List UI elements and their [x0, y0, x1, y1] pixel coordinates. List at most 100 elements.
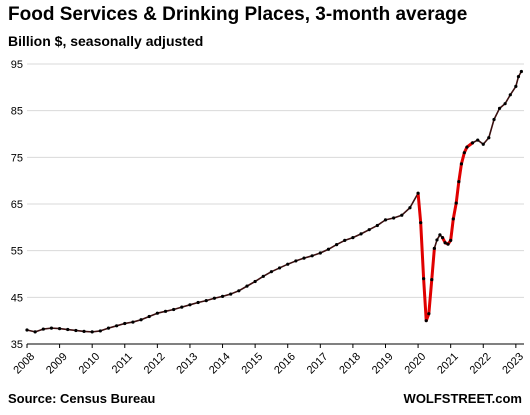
x-tick-label: 2017: [305, 351, 331, 377]
data-point: [392, 216, 396, 220]
data-point: [335, 243, 339, 247]
data-point: [516, 75, 521, 79]
data-point: [237, 289, 241, 293]
data-point: [481, 142, 485, 146]
data-point: [172, 307, 176, 312]
y-tick-label: 65: [11, 199, 23, 211]
data-point: [446, 242, 450, 246]
data-point: [462, 151, 466, 155]
data-point: [261, 274, 265, 278]
data-point: [41, 327, 45, 331]
data-point: [115, 324, 119, 328]
data-point: [430, 278, 434, 282]
data-point: [294, 259, 298, 263]
data-point: [449, 238, 453, 242]
data-point: [90, 330, 94, 334]
data-point: [408, 206, 412, 210]
data-point: [277, 266, 282, 270]
data-point: [302, 256, 306, 260]
data-point: [351, 236, 355, 240]
y-tick-label: 85: [11, 106, 23, 118]
data-point: [422, 277, 426, 281]
series-line-highlight: [416, 191, 436, 323]
y-tick-label: 75: [11, 152, 23, 164]
y-tick-label: 35: [11, 339, 23, 351]
y-tick-labels: 35 45 55 65 75 85 95: [11, 59, 23, 351]
x-tick-label: 2013: [174, 351, 200, 377]
data-point: [49, 326, 54, 330]
data-point: [419, 221, 423, 225]
chart-subtitle: Billion $, seasonally adjusted: [8, 33, 204, 49]
data-point: [229, 292, 233, 296]
data-point: [454, 201, 458, 205]
data-point: [155, 311, 159, 315]
data-point: [310, 254, 314, 258]
data-point: [457, 180, 461, 184]
data-point: [57, 327, 62, 331]
data-point: [459, 162, 464, 166]
x-tick-label: 2011: [110, 351, 135, 376]
data-point: [400, 213, 404, 217]
gridlines: [27, 63, 524, 298]
x-tick-label: 2021: [435, 351, 461, 377]
data-point: [326, 247, 331, 251]
data-point: [163, 309, 168, 313]
data-point: [432, 246, 436, 250]
data-point: [503, 102, 507, 106]
x-tick-label: 2009: [44, 351, 70, 377]
data-point: [180, 305, 184, 309]
data-point: [106, 326, 111, 330]
x-tick-label: 2023: [500, 351, 526, 377]
data-point: [204, 299, 208, 303]
data-point: [438, 233, 442, 237]
x-tick-label: 2016: [272, 351, 298, 377]
y-tick-label: 95: [11, 59, 23, 71]
x-tick-label: 2015: [240, 351, 266, 377]
data-point: [131, 320, 135, 324]
y-tick-label: 45: [11, 292, 23, 304]
data-point: [497, 106, 502, 110]
x-tick-label: 2008: [11, 351, 37, 377]
data-point: [147, 314, 151, 319]
data-point: [82, 329, 86, 333]
data-point: [427, 312, 431, 316]
y-tick-label: 55: [11, 246, 23, 258]
x-tick-label: 2010: [77, 351, 103, 377]
data-point: [220, 294, 225, 298]
x-tick-label: 2014: [207, 351, 233, 377]
data-point: [367, 228, 371, 232]
data-point: [416, 191, 420, 195]
data-point: [98, 329, 102, 333]
data-point: [424, 319, 428, 323]
data-point: [269, 270, 274, 274]
data-point: [139, 318, 143, 322]
data-point: [33, 330, 37, 334]
series-markers: [25, 69, 523, 334]
data-point: [286, 262, 290, 266]
data-point: [25, 328, 29, 332]
data-point: [470, 141, 475, 145]
data-point: [440, 236, 445, 240]
data-point: [508, 93, 512, 97]
data-point: [188, 303, 192, 307]
data-point: [245, 284, 249, 288]
chart-title: Food Services & Drinking Places, 3-month…: [8, 4, 468, 25]
x-tick-label: 2022: [468, 351, 494, 377]
x-tick-label: 2018: [337, 351, 363, 377]
data-point: [383, 218, 388, 222]
x-tick-label: 2012: [142, 351, 168, 377]
x-tick-label: 2020: [402, 351, 428, 377]
data-point: [66, 327, 70, 332]
data-point: [123, 321, 127, 326]
data-point: [196, 300, 200, 305]
data-point: [465, 145, 469, 149]
data-point: [451, 217, 455, 221]
data-point: [492, 117, 496, 122]
data-point: [375, 223, 379, 228]
data-point: [318, 251, 322, 255]
data-point: [514, 84, 518, 88]
data-point: [212, 296, 216, 300]
series-line-highlight: [441, 141, 475, 246]
x-tick-labels: 2008 2009 2010 2011 2012 2013 2014 2015 2016 2017…: [11, 351, 526, 377]
